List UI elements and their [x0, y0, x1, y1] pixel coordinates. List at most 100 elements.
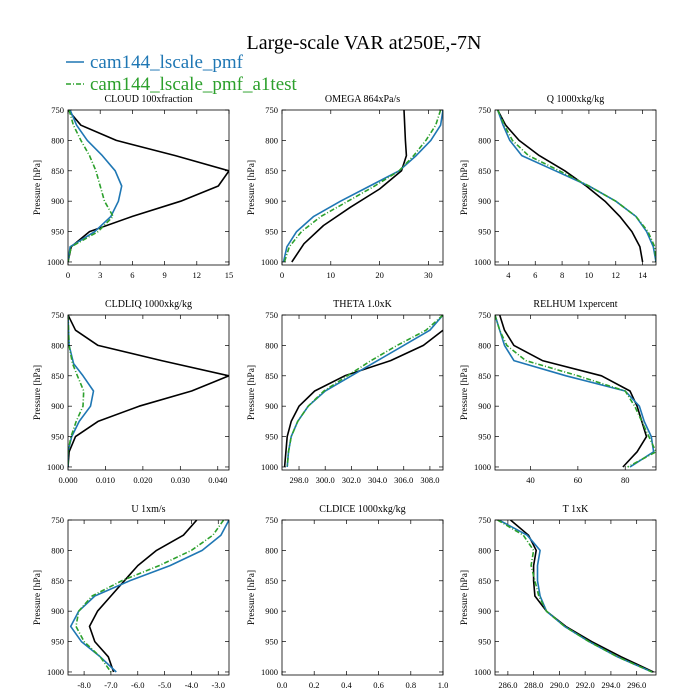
y-tick-label: 750 — [265, 515, 278, 525]
panel-3: CLDLIQ 1000xkg/kg Pressure [hPa] 750 800 850… — [33, 299, 230, 485]
y-tick-label: 800 — [265, 340, 278, 350]
y-tick-label: 750 — [478, 105, 491, 115]
series-line-blue — [68, 110, 123, 263]
y-tick-label: 750 — [265, 105, 278, 115]
x-tick-label: 3 — [98, 270, 102, 280]
y-tick-label: 900 — [265, 196, 278, 206]
plot-frame — [494, 109, 657, 266]
y-tick-label: 900 — [51, 196, 64, 206]
y-tick-label: 900 — [265, 606, 278, 616]
y-tick-label: 850 — [265, 576, 278, 586]
plot-frame — [67, 519, 230, 676]
y-tick-label: 850 — [478, 371, 491, 381]
y-tick-label: 850 — [51, 576, 64, 586]
y-axis-label: Pressure [hPa] — [460, 160, 470, 215]
y-tick-label: 1000 — [474, 667, 491, 677]
x-tick-label: 296.0 — [627, 680, 646, 690]
y-tick-label: 950 — [478, 227, 491, 237]
x-tick-label: 0.8 — [405, 680, 416, 690]
series-line-blue — [69, 520, 229, 673]
panel-title: T 1xK — [563, 504, 589, 515]
panel-title: RELHUM 1xpercent — [533, 299, 617, 310]
y-tick-label: 900 — [478, 606, 491, 616]
y-tick-label: 750 — [51, 310, 64, 320]
series-line-black — [291, 110, 408, 263]
x-tick-label: 0 — [280, 270, 284, 280]
panel-4: THETA 1.0xK Pressure [hPa] 750 800 850 900 950… — [247, 299, 444, 485]
y-axis-label: Pressure [hPa] — [247, 365, 257, 420]
panel-8: T 1xK Pressure [hPa] 750 800 850 900 950 1000 28… — [460, 504, 657, 690]
y-tick-label: 800 — [478, 135, 491, 145]
y-tick-label: 1000 — [474, 257, 491, 267]
x-tick-label: 80 — [621, 475, 630, 485]
x-tick-label: 14 — [638, 270, 647, 280]
y-tick-label: 900 — [478, 401, 491, 411]
y-tick-label: 800 — [478, 340, 491, 350]
x-tick-label: 4 — [506, 270, 511, 280]
y-axis-label: Pressure [hPa] — [247, 160, 257, 215]
x-tick-label: 9 — [162, 270, 166, 280]
x-tick-label: 12 — [612, 270, 621, 280]
x-tick-label: 6 — [130, 270, 134, 280]
x-tick-label: 304.0 — [368, 475, 387, 485]
x-tick-label: 60 — [574, 475, 583, 485]
y-tick-label: 850 — [265, 371, 278, 381]
y-tick-label: 900 — [478, 196, 491, 206]
series-line-black — [88, 520, 198, 673]
y-tick-label: 1000 — [47, 257, 64, 267]
plot-frame — [494, 519, 657, 676]
legend: cam144_lscale_pmf cam144_lscale_pmf_a1te… — [66, 52, 298, 95]
x-tick-label: 0.040 — [208, 475, 227, 485]
y-tick-label: 800 — [265, 545, 278, 555]
y-axis-label: Pressure [hPa] — [247, 570, 257, 625]
x-tick-label: 0.4 — [341, 680, 352, 690]
y-tick-label: 900 — [51, 606, 64, 616]
series-line-blue — [496, 110, 656, 263]
y-tick-label: 1000 — [47, 667, 64, 677]
y-tick-label: 900 — [51, 401, 64, 411]
series-line-green — [496, 110, 656, 263]
y-tick-label: 850 — [51, 371, 64, 381]
x-tick-label: -5.0 — [158, 680, 171, 690]
panel-0: CLOUD 100xfraction Pressure [hPa] 750 800 85… — [33, 94, 233, 280]
panel-6: U 1xm/s Pressure [hPa] 750 800 850 900 950 1000… — [33, 504, 230, 690]
series-line-green — [68, 315, 85, 467]
x-tick-label: -4.0 — [185, 680, 198, 690]
y-tick-label: 850 — [51, 166, 64, 176]
y-tick-label: 950 — [265, 227, 278, 237]
x-tick-label: 0.010 — [96, 475, 115, 485]
y-tick-label: 800 — [51, 135, 64, 145]
series-line-blue — [282, 110, 443, 263]
y-tick-label: 1000 — [261, 667, 278, 677]
x-tick-label: 0.6 — [373, 680, 384, 690]
y-tick-label: 750 — [51, 105, 64, 115]
x-tick-label: 0 — [66, 270, 70, 280]
series-line-green — [286, 315, 443, 468]
panel-title: U 1xm/s — [131, 504, 165, 515]
x-tick-label: 10 — [585, 270, 594, 280]
x-tick-label: 0.0 — [277, 680, 288, 690]
panel-title: THETA 1.0xK — [333, 299, 392, 310]
x-tick-label: -7.0 — [104, 680, 117, 690]
y-tick-label: 1000 — [261, 257, 278, 267]
panel-1: OMEGA 864xPa/s Pressure [hPa] 750 800 850 900… — [247, 94, 444, 280]
x-tick-label: 294.0 — [601, 680, 620, 690]
plot-frame — [281, 109, 444, 266]
panel-title: OMEGA 864xPa/s — [325, 94, 400, 105]
legend-label-0: cam144_lscale_pmf — [90, 52, 244, 73]
x-tick-label: 10 — [327, 270, 336, 280]
y-tick-label: 1000 — [474, 462, 491, 472]
x-tick-label: -3.0 — [212, 680, 225, 690]
y-tick-label: 750 — [478, 515, 491, 525]
plot-frame — [281, 314, 444, 471]
panel-title: CLDICE 1000xkg/kg — [319, 504, 405, 515]
y-tick-label: 750 — [478, 310, 491, 320]
x-tick-label: 290.0 — [550, 680, 569, 690]
panel-2: Q 1000xkg/kg Pressure [hPa] 750 800 850 900 95… — [460, 94, 657, 280]
x-tick-label: -8.0 — [77, 680, 90, 690]
x-tick-label: 20 — [375, 270, 384, 280]
y-tick-label: 950 — [478, 432, 491, 442]
y-tick-label: 950 — [265, 432, 278, 442]
series-line-green — [495, 315, 656, 468]
